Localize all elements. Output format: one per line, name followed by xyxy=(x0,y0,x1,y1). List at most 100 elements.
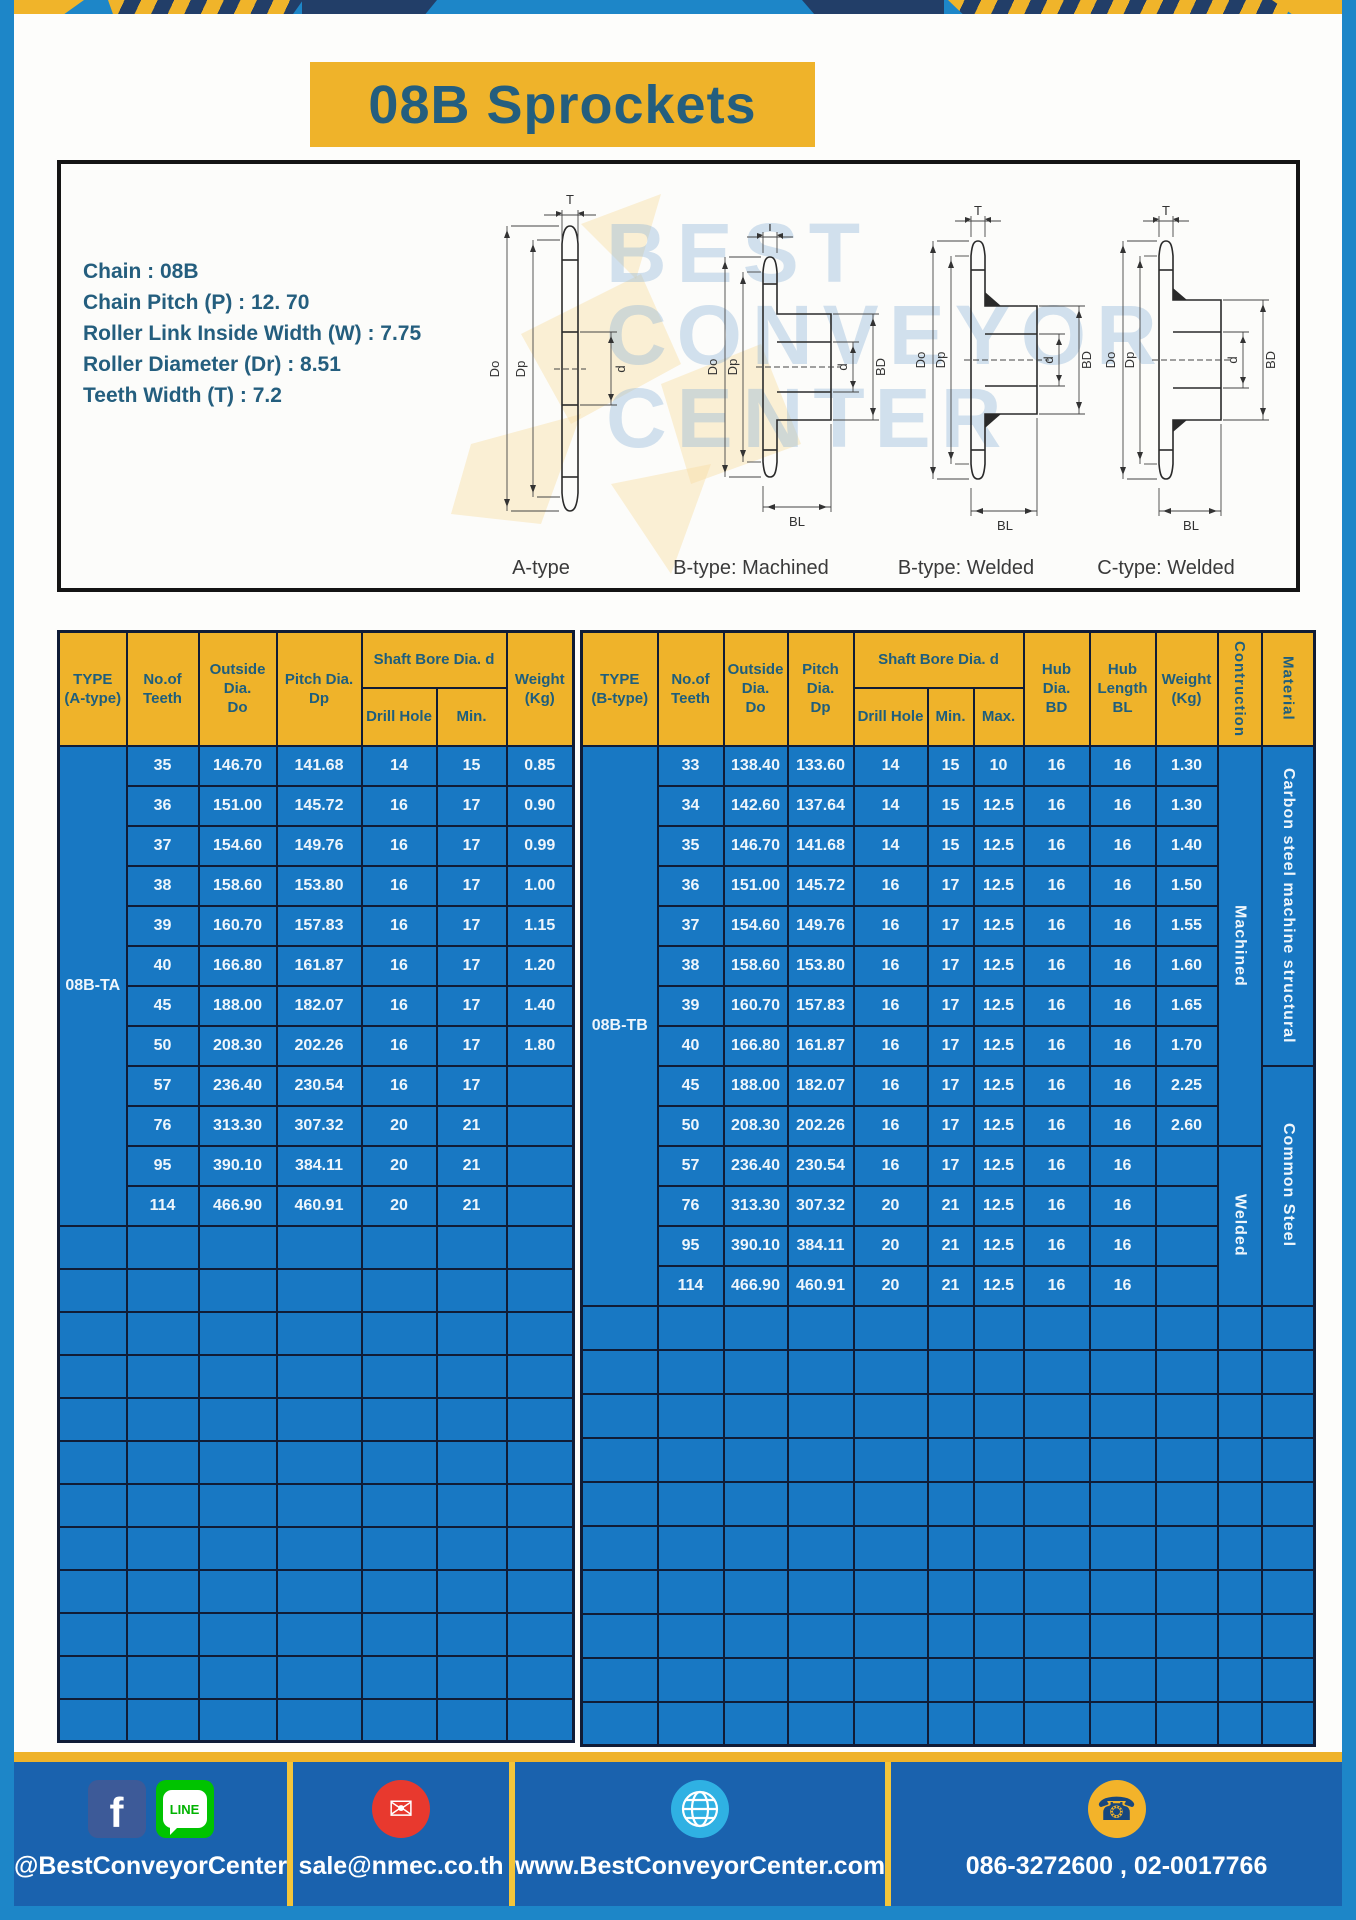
material-cell: Common Steel xyxy=(1260,1064,1316,1307)
table-b-row: 40 166.80 161.87 16 17 12.5 16 16 1.70 xyxy=(582,1024,1315,1067)
data-cell xyxy=(1154,1144,1219,1187)
empty-cell xyxy=(435,1568,508,1614)
data-cell: 390.10 xyxy=(722,1224,789,1267)
empty-cell xyxy=(972,1436,1025,1483)
data-cell: 21 xyxy=(926,1264,975,1307)
data-cell: 16 xyxy=(1022,1064,1091,1107)
header-hub-dia: Hub Dia. BD xyxy=(1022,630,1091,747)
empty-cell xyxy=(1260,1612,1316,1659)
empty-cell xyxy=(580,1304,659,1351)
spec-line: Chain : 08B xyxy=(83,260,199,283)
data-cell: 76 xyxy=(125,1104,200,1147)
empty-cell xyxy=(722,1700,789,1747)
caption-c-welded: C-type: Welded xyxy=(1097,557,1235,579)
data-cell: 16 xyxy=(360,1024,438,1067)
data-cell: 230.54 xyxy=(786,1144,855,1187)
data-cell: 160.70 xyxy=(722,984,789,1027)
data-cell: 188.00 xyxy=(722,1064,789,1107)
empty-cell xyxy=(1216,1612,1263,1659)
empty-cell xyxy=(435,1396,508,1442)
empty-cell xyxy=(580,1436,659,1483)
data-cell: 16 xyxy=(360,984,438,1027)
data-cell: 16 xyxy=(1088,824,1157,867)
caption-b-welded: B-type: Welded xyxy=(897,557,1035,579)
diagram-box: BEST CONVEYOR CENTER Chain : 08B Chain P… xyxy=(57,160,1300,592)
empty-cell xyxy=(656,1524,725,1571)
empty-cell xyxy=(1154,1700,1219,1747)
empty-cell xyxy=(926,1568,975,1615)
empty-row xyxy=(580,1348,1316,1395)
empty-cell xyxy=(1260,1656,1316,1703)
data-cell: 16 xyxy=(1022,1024,1091,1067)
data-cell: 154.60 xyxy=(722,904,789,947)
data-cell: 16 xyxy=(852,1104,929,1147)
construction-cell: Welded xyxy=(1216,1144,1263,1307)
svg-text:BD: BD xyxy=(1263,351,1278,369)
data-cell: 307.32 xyxy=(786,1184,855,1227)
data-cell: 17 xyxy=(926,1064,975,1107)
svg-text:T: T xyxy=(766,224,774,234)
svg-text:Dp: Dp xyxy=(933,352,948,369)
empty-cell xyxy=(580,1656,659,1703)
data-cell: 37 xyxy=(125,824,200,867)
data-cell: 1.15 xyxy=(505,904,575,947)
globe-icon xyxy=(671,1780,730,1838)
data-cell: 16 xyxy=(360,944,438,987)
empty-cell xyxy=(656,1436,725,1483)
data-cell: 95 xyxy=(656,1224,725,1267)
footer-email-section: ✉ sale@nmec.co.th xyxy=(293,1762,509,1906)
empty-row xyxy=(580,1700,1316,1747)
spec-line: Chain Pitch (P) : 12. 70 xyxy=(83,291,310,314)
empty-row xyxy=(57,1396,575,1442)
footer-email-label: sale@nmec.co.th xyxy=(298,1852,504,1880)
data-cell: 12.5 xyxy=(972,1144,1025,1187)
data-cell: 16 xyxy=(1022,944,1091,987)
data-cell: 16 xyxy=(852,904,929,947)
empty-cell xyxy=(57,1224,128,1270)
data-cell: 202.26 xyxy=(786,1104,855,1147)
svg-text:d: d xyxy=(1041,356,1056,363)
empty-cell xyxy=(275,1267,363,1313)
data-cell: 34 xyxy=(656,784,725,827)
data-cell: 141.68 xyxy=(275,744,363,787)
empty-cell xyxy=(580,1612,659,1659)
svg-text:Dp: Dp xyxy=(725,359,740,376)
empty-cell xyxy=(1260,1480,1316,1527)
empty-cell xyxy=(197,1353,278,1399)
data-cell: 14 xyxy=(852,824,929,867)
phone-icon: ☎ xyxy=(1087,1780,1146,1838)
data-cell: 20 xyxy=(360,1104,438,1147)
empty-cell xyxy=(197,1697,278,1743)
empty-row xyxy=(57,1611,575,1657)
empty-cell xyxy=(1022,1568,1091,1615)
data-cell: 12.5 xyxy=(972,1024,1025,1067)
data-cell: 17 xyxy=(435,864,508,907)
type-value-cell: 08B-TA xyxy=(57,744,128,1227)
empty-cell xyxy=(57,1697,128,1743)
watermark-logo-shape xyxy=(451,194,801,574)
sprocket-drawing-b-welded: T Do Dp d BD BL xyxy=(909,204,1109,539)
data-cell: 138.40 xyxy=(722,744,789,787)
empty-cell xyxy=(197,1439,278,1485)
empty-cell xyxy=(722,1612,789,1659)
material-cell: Carbon steel machine structural xyxy=(1260,744,1316,1067)
empty-cell xyxy=(57,1310,128,1356)
data-cell: 45 xyxy=(656,1064,725,1107)
empty-cell xyxy=(505,1396,575,1442)
empty-cell xyxy=(360,1396,438,1442)
data-cell: 16 xyxy=(852,1144,929,1187)
empty-cell xyxy=(125,1611,200,1657)
footer-social-section: f LINE @BestConveyorCenter xyxy=(14,1762,287,1906)
empty-cell xyxy=(505,1224,575,1270)
empty-cell xyxy=(360,1568,438,1614)
empty-cell xyxy=(852,1348,929,1395)
empty-cell xyxy=(786,1656,855,1703)
empty-cell xyxy=(1154,1612,1219,1659)
spec-line: Roller Diameter (Dr) : 8.51 xyxy=(83,353,341,376)
sprocket-drawing-c-welded: T Do Dp d BD BL xyxy=(1103,204,1293,539)
data-cell: 16 xyxy=(1022,1184,1091,1227)
empty-cell xyxy=(972,1700,1025,1747)
data-cell: 16 xyxy=(1088,1264,1157,1307)
table-b-type: TYPE (B-type) No.of Teeth Outside Dia. Do Pitch… xyxy=(580,630,1317,1747)
data-cell: 145.72 xyxy=(275,784,363,827)
